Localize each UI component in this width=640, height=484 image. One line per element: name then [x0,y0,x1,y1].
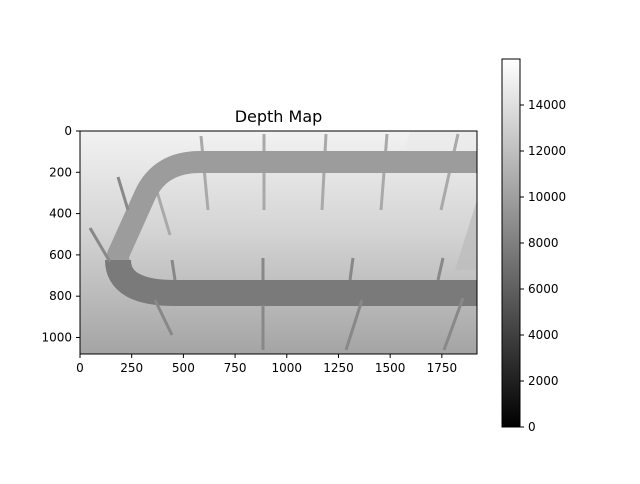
x-tick-label: 1250 [323,361,354,375]
colorbar-tick-label: 0 [528,420,536,434]
colorbar-axis: 0 2000 4000 6000 8000 10000 12000 14000 [520,98,566,434]
y-tick-label: 800 [49,289,72,303]
x-axis: 0 250 500 750 1000 1250 1500 1750 [76,354,457,375]
x-tick-label: 500 [172,361,195,375]
colorbar-tick-label: 4000 [528,328,559,342]
colorbar-tick-label: 6000 [528,282,559,296]
y-tick-label: 200 [49,165,72,179]
x-tick-label: 1000 [271,361,302,375]
chart-title: Depth Map [235,107,323,126]
x-tick-label: 1750 [427,361,458,375]
x-tick-label: 250 [120,361,143,375]
y-tick-label: 400 [49,207,72,221]
y-tick-label: 1000 [41,330,72,344]
colorbar-tick-label: 10000 [528,190,566,204]
y-tick-label: 600 [49,248,72,262]
plot-frame [79,130,478,355]
depth-image [80,131,477,354]
x-tick-label: 750 [224,361,247,375]
colorbar [501,58,521,428]
x-tick-label: 0 [76,361,84,375]
colorbar-tick-label: 2000 [528,374,559,388]
y-axis: 0 200 400 600 800 1000 [41,124,80,344]
colorbar-tick-label: 12000 [528,144,566,158]
y-tick-label: 0 [64,124,72,138]
x-tick-label: 1500 [375,361,406,375]
colorbar-tick-label: 14000 [528,98,566,112]
colorbar-tick-label: 8000 [528,236,559,250]
